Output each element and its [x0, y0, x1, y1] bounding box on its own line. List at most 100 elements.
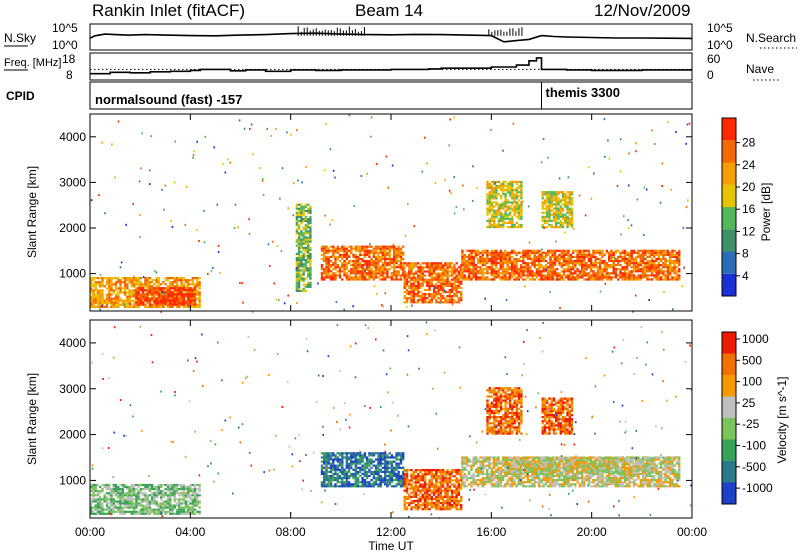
scatter-cell: [341, 483, 344, 486]
scatter-cell: [668, 274, 672, 277]
scatter-cell: [557, 201, 560, 204]
scatter-cell: [399, 485, 403, 488]
scatter-cell: [155, 500, 158, 503]
scatter-cell: [506, 278, 509, 281]
scatter-speckle: [426, 162, 428, 165]
scatter-cell: [191, 483, 194, 487]
scatter-cell: [486, 213, 489, 216]
scatter-cell: [410, 270, 413, 273]
scatter-cell: [123, 277, 127, 280]
scatter-cell: [153, 301, 156, 304]
scatter-cell: [187, 287, 190, 290]
scatter-cell: [650, 264, 654, 267]
scatter-cell: [623, 274, 627, 277]
scatter-cell: [428, 293, 431, 296]
scatter-cell: [370, 268, 373, 271]
scatter-cell: [164, 299, 167, 302]
scatter-cell: [105, 504, 109, 507]
scatter-cell: [402, 272, 405, 275]
scatter-cell: [558, 262, 561, 265]
scatter-cell: [182, 512, 185, 515]
scatter-cell: [488, 182, 491, 186]
scatter-cell: [112, 492, 115, 495]
scatter-cell: [419, 297, 422, 300]
scatter-cell: [564, 203, 567, 206]
scatter-cell: [603, 262, 606, 265]
scatter-cell: [365, 460, 369, 463]
scatter-cell: [657, 278, 660, 281]
scatter-cell: [511, 221, 514, 224]
scatter-cell: [561, 213, 565, 216]
scatter-cell: [596, 276, 600, 279]
scatter-cell: [363, 454, 367, 457]
scatter-cell: [541, 211, 544, 214]
scatter-cell: [374, 472, 378, 476]
scatter-cell: [356, 481, 360, 484]
scatter-cell: [384, 272, 387, 275]
scatter-cell: [526, 272, 530, 275]
scatter-cell: [356, 245, 360, 248]
scatter-cell: [363, 470, 367, 473]
scatter-cell: [553, 257, 557, 261]
scatter-cell: [121, 277, 124, 280]
scatter-cell: [144, 281, 147, 284]
scatter-cell: [446, 274, 449, 277]
scatter-cell: [399, 483, 403, 486]
scatter-cell: [123, 504, 127, 507]
scatter-cell: [356, 466, 360, 469]
scatter-cell: [160, 504, 163, 507]
scatter-cell: [114, 510, 118, 513]
scatter-cell: [508, 217, 512, 220]
scatter-cell: [501, 257, 505, 261]
scatter-cell: [548, 213, 551, 216]
scatter-cell: [644, 272, 647, 275]
scatter-cell: [655, 266, 658, 269]
scatter-cell: [171, 506, 174, 509]
scatter-cell: [671, 278, 674, 281]
scatter-cell: [334, 247, 337, 250]
scatter-speckle: [578, 194, 581, 197]
scatter-cell: [630, 272, 633, 275]
scatter-cell: [302, 283, 305, 286]
scatter-speckle: [444, 289, 446, 292]
scatter-cell: [189, 510, 192, 513]
scatter-cell: [151, 287, 154, 290]
scatter-cell: [417, 301, 420, 304]
scatter-cell: [402, 257, 405, 261]
scatter-cell: [151, 285, 154, 288]
scatter-cell: [354, 268, 357, 271]
scatter-cell: [99, 301, 102, 304]
scatter-cell: [379, 477, 382, 480]
scatter-cell: [121, 502, 124, 505]
scatter-cell: [180, 510, 183, 513]
scatter-cell: [144, 289, 147, 292]
scatter-cell: [157, 299, 161, 302]
scatter-cell: [461, 264, 464, 267]
scatter-cell: [300, 230, 303, 233]
scatter-cell: [657, 257, 660, 261]
scatter-cell: [295, 224, 299, 227]
scatter-cell: [583, 274, 586, 277]
scatter-cell: [309, 222, 312, 225]
scatter-cell: [486, 262, 489, 265]
scatter-speckle: [636, 198, 639, 201]
scatter-cell: [515, 207, 519, 210]
scatter-cell: [94, 488, 97, 491]
scatter-cell: [515, 226, 519, 229]
scatter-cell: [621, 251, 624, 254]
scatter-speckle: [558, 177, 561, 180]
scatter-cell: [370, 264, 373, 267]
scatter-cell: [650, 249, 654, 252]
scatter-cell: [388, 481, 391, 484]
scatter-cell: [297, 261, 301, 264]
scatter-cell: [388, 483, 391, 486]
scatter-cell: [370, 257, 373, 261]
scatter-cell: [497, 193, 500, 196]
scatter-cell: [90, 510, 93, 513]
scatter-cell: [493, 187, 496, 190]
scatter-cell: [302, 236, 305, 239]
scatter-speckle: [593, 172, 595, 175]
scatter-cell: [297, 234, 301, 237]
scatter-cell: [325, 274, 328, 277]
scatter-cell: [497, 226, 500, 229]
